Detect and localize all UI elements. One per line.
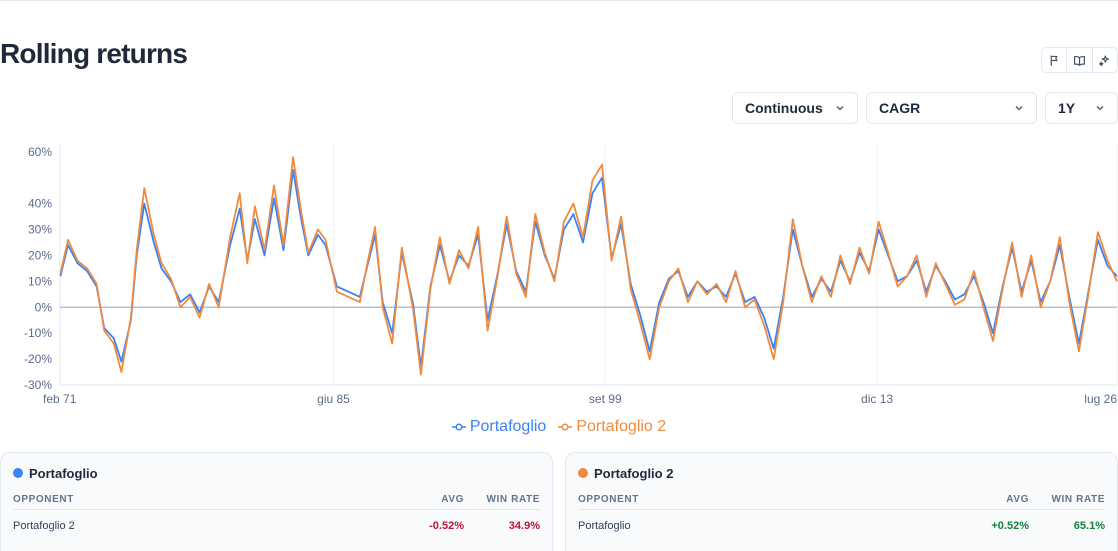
legend-label-portafoglio: Portafoglio bbox=[469, 418, 547, 435]
table-header: OPPONENT AVG WIN RATE bbox=[13, 492, 540, 506]
table-row: Portafoglio 2 -0.52% 34.9% bbox=[13, 510, 540, 542]
x-axis: feb 71 giu 85 set 99 dic 13 lug 26 bbox=[43, 392, 1117, 406]
period-select[interactable]: 1Y bbox=[1045, 92, 1118, 124]
card-title: Portafoglio 2 bbox=[594, 465, 674, 481]
legend-item-portafoglio-2[interactable]: Portafoglio 2 bbox=[558, 418, 666, 436]
y-tick-label: 0% bbox=[35, 300, 53, 314]
col-win-rate: WIN RATE bbox=[486, 493, 540, 505]
col-win-rate: WIN RATE bbox=[1051, 493, 1105, 505]
card-title: Portafoglio bbox=[29, 465, 98, 481]
col-avg: AVG bbox=[441, 493, 464, 505]
table-header: OPPONENT AVG WIN RATE bbox=[578, 492, 1105, 506]
table-divider bbox=[13, 509, 540, 510]
flag-icon[interactable] bbox=[1042, 48, 1068, 72]
chevron-down-icon bbox=[1015, 105, 1023, 111]
legend-label-portafoglio-2: Portafoglio 2 bbox=[576, 418, 667, 435]
y-tick-label: 40% bbox=[28, 197, 52, 211]
card-header: Portafoglio 2 bbox=[578, 465, 1105, 481]
opponent-name: Portafoglio bbox=[578, 520, 631, 532]
x-tick-label: giu 85 bbox=[317, 392, 350, 406]
y-axis: -30% -20% -10% 0% 10% 20% 30% 40% 60% bbox=[24, 145, 52, 392]
book-icon[interactable] bbox=[1067, 48, 1093, 72]
sparkles-icon[interactable] bbox=[1093, 48, 1117, 72]
period-select-value: 1Y bbox=[1058, 100, 1076, 116]
y-tick-label: -30% bbox=[24, 378, 52, 392]
metric-select[interactable]: CAGR bbox=[866, 92, 1037, 124]
col-opponent: OPPONENT bbox=[13, 493, 74, 505]
card-header: Portafoglio bbox=[13, 465, 540, 481]
col-opponent: OPPONENT bbox=[578, 493, 639, 505]
y-tick-label: -20% bbox=[24, 352, 52, 366]
x-tick-label: dic 13 bbox=[861, 392, 893, 406]
y-tick-label: 10% bbox=[28, 274, 52, 288]
comparison-card-portafoglio: Portafoglio OPPONENT AVG WIN RATE Portaf… bbox=[0, 452, 553, 551]
chevron-down-icon bbox=[836, 105, 844, 111]
y-tick-label: 20% bbox=[28, 248, 52, 262]
chevron-down-icon bbox=[1096, 105, 1104, 111]
series-dot-icon bbox=[578, 468, 588, 478]
y-tick-label: 30% bbox=[28, 223, 52, 237]
series-dot-icon bbox=[13, 468, 23, 478]
win-rate-value: 65.1% bbox=[1073, 520, 1105, 532]
series-line-portafoglio-2 bbox=[59, 156, 1118, 376]
avg-value: +0.52% bbox=[991, 520, 1029, 532]
legend-item-portafoglio[interactable]: Portafoglio bbox=[451, 418, 547, 436]
chart-series bbox=[59, 156, 1118, 376]
chart-grid bbox=[59, 144, 1118, 386]
rolling-returns-chart[interactable]: -30% -20% -10% 0% 10% 20% 30% 40% 60% feb 71 giu … bbox=[0, 138, 1118, 410]
chart-legend: Portafoglio Portafoglio 2 bbox=[0, 418, 1118, 436]
x-tick-label: feb 71 bbox=[43, 392, 77, 406]
avg-value: -0.52% bbox=[429, 520, 464, 532]
page-title: Rolling returns bbox=[0, 38, 188, 69]
legend-marker-icon bbox=[451, 423, 466, 431]
x-tick-label: set 99 bbox=[589, 392, 622, 406]
table-row: Portafoglio +0.52% 65.1% bbox=[578, 510, 1105, 542]
table-divider bbox=[578, 509, 1105, 510]
top-divider bbox=[0, 0, 1118, 1]
mode-select-value: Continuous bbox=[745, 100, 823, 116]
legend-marker-icon bbox=[558, 423, 573, 431]
col-avg: AVG bbox=[1006, 493, 1029, 505]
opponent-name: Portafoglio 2 bbox=[13, 520, 75, 532]
x-tick-label: lug 26 bbox=[1084, 392, 1117, 406]
header-icon-group bbox=[1041, 47, 1118, 73]
mode-select[interactable]: Continuous bbox=[732, 92, 858, 124]
win-rate-value: 34.9% bbox=[508, 520, 540, 532]
comparison-card-portafoglio-2: Portafoglio 2 OPPONENT AVG WIN RATE Port… bbox=[565, 452, 1118, 551]
y-tick-label: 60% bbox=[28, 145, 52, 159]
y-tick-label: -10% bbox=[24, 326, 52, 340]
metric-select-value: CAGR bbox=[879, 100, 921, 116]
